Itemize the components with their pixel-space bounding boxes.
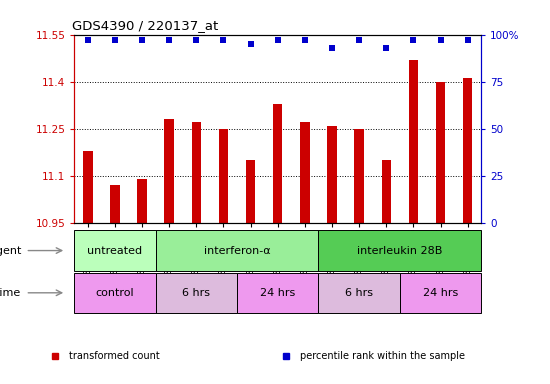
Text: untreated: untreated [87, 245, 142, 256]
Bar [219, 129, 228, 223]
Bar [110, 185, 120, 223]
Bar [138, 179, 147, 223]
Bar [354, 129, 364, 223]
Bar [156, 230, 318, 271]
Text: percentile rank within the sample: percentile rank within the sample [300, 351, 465, 361]
Point [436, 37, 445, 43]
Bar [74, 273, 156, 313]
Bar [463, 78, 472, 223]
Bar [246, 160, 255, 223]
Text: agent: agent [0, 245, 21, 256]
Point [138, 37, 146, 43]
Bar [318, 273, 400, 313]
Bar [156, 273, 237, 313]
Text: interferon-α: interferon-α [204, 245, 271, 256]
Bar [400, 273, 481, 313]
Point [355, 37, 364, 43]
Point [246, 41, 255, 47]
Point [219, 37, 228, 43]
Bar [74, 230, 156, 271]
Point [328, 45, 337, 51]
Point [165, 37, 174, 43]
Point [463, 37, 472, 43]
Text: interleukin 28B: interleukin 28B [357, 245, 443, 256]
Point [84, 37, 92, 43]
Text: 24 hrs: 24 hrs [260, 288, 295, 298]
Point [382, 45, 390, 51]
Text: control: control [96, 288, 134, 298]
Bar [300, 122, 310, 223]
Bar [318, 230, 481, 271]
Bar [191, 122, 201, 223]
Point [273, 37, 282, 43]
Bar [327, 126, 337, 223]
Bar [237, 273, 318, 313]
Text: GDS4390 / 220137_at: GDS4390 / 220137_at [72, 19, 218, 32]
Bar [273, 104, 283, 223]
Text: time: time [0, 288, 21, 298]
Point [300, 37, 309, 43]
Point [409, 37, 418, 43]
Text: 24 hrs: 24 hrs [423, 288, 458, 298]
Text: 6 hrs: 6 hrs [183, 288, 210, 298]
Bar [436, 82, 446, 223]
Point [111, 37, 119, 43]
Bar [382, 160, 391, 223]
Bar [83, 151, 92, 223]
Text: 6 hrs: 6 hrs [345, 288, 373, 298]
Text: transformed count: transformed count [69, 351, 160, 361]
Point [192, 37, 201, 43]
Bar [409, 60, 418, 223]
Bar [164, 119, 174, 223]
